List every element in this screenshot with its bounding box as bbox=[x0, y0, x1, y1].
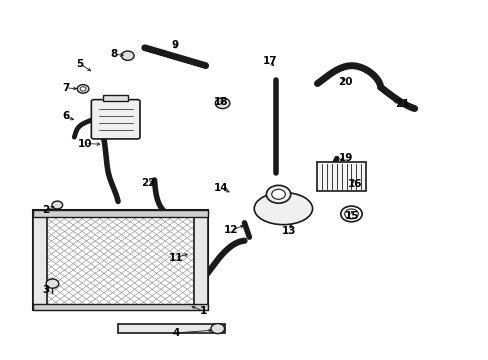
Bar bbox=[33, 210, 207, 310]
Bar bbox=[33, 304, 207, 310]
Text: 13: 13 bbox=[282, 226, 296, 236]
Text: 12: 12 bbox=[223, 225, 238, 235]
Circle shape bbox=[121, 51, 134, 60]
Text: 6: 6 bbox=[62, 111, 69, 121]
Bar bbox=[103, 95, 127, 102]
Text: 9: 9 bbox=[172, 40, 179, 50]
Text: 10: 10 bbox=[78, 139, 92, 149]
Text: 2: 2 bbox=[42, 205, 50, 215]
Circle shape bbox=[80, 87, 86, 91]
Circle shape bbox=[271, 189, 285, 199]
Bar bbox=[33, 210, 207, 217]
FancyBboxPatch shape bbox=[91, 100, 140, 139]
Text: 8: 8 bbox=[110, 49, 118, 59]
Text: 14: 14 bbox=[213, 183, 228, 193]
Text: 3: 3 bbox=[42, 285, 50, 295]
Bar bbox=[39, 215, 202, 306]
Text: 11: 11 bbox=[169, 252, 183, 262]
Ellipse shape bbox=[254, 193, 312, 225]
Text: 7: 7 bbox=[62, 83, 69, 93]
Circle shape bbox=[46, 279, 59, 288]
Bar bbox=[194, 210, 207, 310]
Text: 22: 22 bbox=[141, 178, 155, 188]
Circle shape bbox=[340, 206, 362, 222]
Text: 19: 19 bbox=[338, 153, 352, 163]
Bar bbox=[33, 210, 46, 310]
Text: 21: 21 bbox=[394, 99, 409, 109]
Text: 1: 1 bbox=[199, 306, 206, 316]
Text: 4: 4 bbox=[172, 328, 180, 338]
Text: 16: 16 bbox=[347, 179, 362, 189]
Text: 17: 17 bbox=[262, 57, 277, 66]
Bar bbox=[118, 324, 224, 333]
Circle shape bbox=[215, 98, 229, 109]
Bar bbox=[317, 162, 366, 191]
Circle shape bbox=[52, 201, 62, 209]
Text: 15: 15 bbox=[345, 211, 359, 221]
Circle shape bbox=[344, 209, 358, 219]
Circle shape bbox=[77, 85, 89, 93]
Text: 5: 5 bbox=[77, 59, 83, 69]
Text: 20: 20 bbox=[338, 77, 352, 87]
Text: 18: 18 bbox=[213, 97, 228, 107]
Circle shape bbox=[210, 324, 224, 334]
Circle shape bbox=[266, 185, 290, 203]
